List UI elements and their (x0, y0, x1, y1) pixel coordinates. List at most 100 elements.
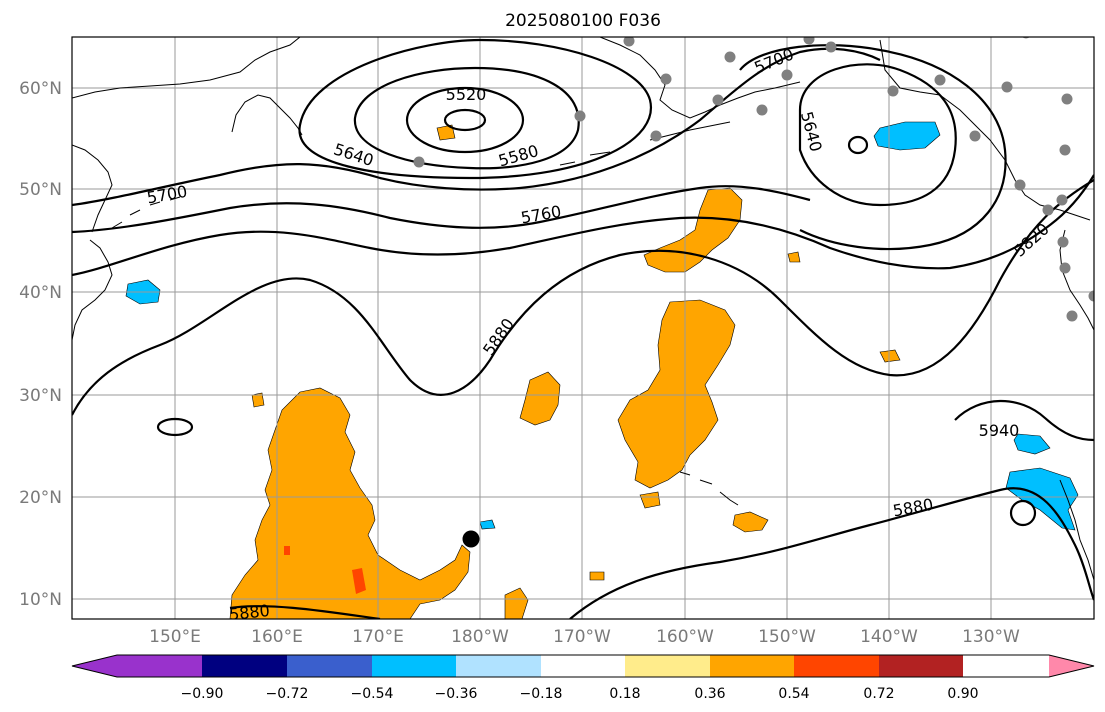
contour-5640 (298, 38, 653, 180)
contour-inner-low (405, 86, 525, 154)
coast-aleutians (559, 121, 731, 166)
colorbar-tick: −0.54 (351, 686, 394, 702)
station-marker (969, 130, 981, 142)
orange-region-tiny-3 (639, 491, 661, 509)
coast-alaska (599, 37, 801, 119)
contour-low-gulf-outer (739, 44, 1007, 251)
colorbar-tick: 0.18 (609, 686, 640, 702)
blue-region-tiny-1 (479, 519, 496, 530)
contour-5520 (443, 108, 487, 132)
station-marker (1059, 262, 1071, 274)
station-marker (803, 37, 815, 45)
lon-label: 150°W (758, 627, 816, 647)
plot-frame (71, 36, 1095, 620)
colorbar-segment (117, 655, 202, 677)
contour-label: 5520 (446, 85, 487, 104)
black-marker (462, 530, 480, 548)
contour-low-gulf (798, 63, 957, 207)
colorbar-segment (287, 655, 372, 677)
contour-5820 (72, 174, 1094, 277)
colorbar-segment (794, 655, 879, 677)
colorbar-segments (117, 655, 963, 677)
contour-label: 5820 (1010, 219, 1053, 260)
colorbar-tick: −0.36 (435, 686, 478, 702)
lon-label: 130°W (962, 627, 1020, 647)
lat-label: 10°N (19, 590, 62, 610)
lon-label: 170°W (553, 627, 611, 647)
contour-5880-north (72, 179, 1094, 416)
station-marker (1066, 310, 1078, 322)
contour-5880-south (229, 605, 381, 619)
contour-label: 5640 (797, 109, 826, 153)
orange-region-small-island (519, 371, 561, 426)
station-marker (724, 51, 736, 63)
colorbar-segment (456, 655, 541, 677)
coast-japan (72, 239, 113, 341)
colorbar-tick: −0.18 (520, 686, 563, 702)
graticule (72, 37, 1094, 619)
orange-region-tiny-6 (251, 392, 265, 408)
orange-region-tiny-1 (589, 571, 605, 581)
colorbar-outline (71, 654, 1095, 678)
blue-region-gulf-alaska (873, 121, 941, 151)
coast-kuril (111, 196, 181, 229)
coast-kamchatka (231, 94, 303, 136)
colorbar-tick: 0.36 (694, 686, 725, 702)
station-marker (660, 73, 672, 85)
contour-label: 5880 (479, 315, 518, 359)
colorbar-tick: 0.90 (947, 686, 978, 702)
colorbar-tick: 0.54 (778, 686, 809, 702)
coast-mexico (1059, 479, 1094, 581)
orange-region-tiny-4 (436, 124, 456, 141)
plot-area: 5520 5580 5640 5700 5760 5820 5880 5880 … (72, 37, 1094, 624)
station-marker (413, 156, 425, 168)
station-marker (1014, 179, 1026, 191)
colorbar-segment (625, 655, 710, 677)
station-marker (781, 69, 793, 81)
contour-ring-east (1009, 499, 1037, 527)
colorbar-segment (541, 655, 625, 677)
orange-region-west-pacific (229, 387, 471, 619)
red-region-1 (352, 568, 366, 594)
contour-label: 5880 (228, 601, 270, 624)
colorbar-tick: −0.90 (181, 686, 224, 702)
contour-label: 5700 (145, 182, 188, 208)
station-marker (887, 85, 899, 97)
lon-label: 150°E (149, 627, 201, 647)
lon-label: 140°W (860, 627, 918, 647)
colorbar: −0.90 −0.72 −0.54 −0.36 −0.18 0.18 0.36 … (71, 654, 1095, 702)
coast-okhotsk (72, 144, 113, 233)
colorbar-segment (372, 655, 456, 677)
blue-region-east-1 (1013, 433, 1051, 455)
station-marker (756, 104, 768, 116)
lon-label: 160°E (251, 627, 303, 647)
lon-label: 160°W (656, 627, 714, 647)
colorbar-extend-left (72, 655, 117, 677)
station-marker (1059, 144, 1071, 156)
coast-west-us (1059, 229, 1094, 331)
contour-5700 (72, 47, 881, 207)
station-marker (934, 74, 946, 86)
lat-label: 40°N (19, 283, 62, 303)
lon-label: 170°E (352, 627, 404, 647)
lat-label: 50°N (19, 180, 62, 200)
contour-5940 (954, 399, 1094, 442)
station-marker (1088, 290, 1094, 302)
contour-label: 5760 (519, 202, 562, 228)
station-marker (1001, 81, 1013, 93)
station-marker (1056, 194, 1068, 206)
colorbar-ticks: −0.90 −0.72 −0.54 −0.36 −0.18 0.18 0.36 … (181, 686, 979, 702)
station-marker (1042, 204, 1054, 216)
orange-region-central-large (617, 299, 736, 489)
orange-region-south (732, 511, 769, 533)
coast-asia-north (72, 37, 301, 99)
contour-5760 (72, 185, 811, 234)
orange-region-tiny-2 (504, 587, 529, 619)
colorbar-tick: 0.72 (863, 686, 894, 702)
lat-label: 60°N (19, 79, 62, 99)
station-marker (574, 110, 586, 122)
contour-label: 5880 (891, 495, 934, 521)
red-region-2 (284, 546, 290, 555)
height-contours (72, 38, 1094, 619)
